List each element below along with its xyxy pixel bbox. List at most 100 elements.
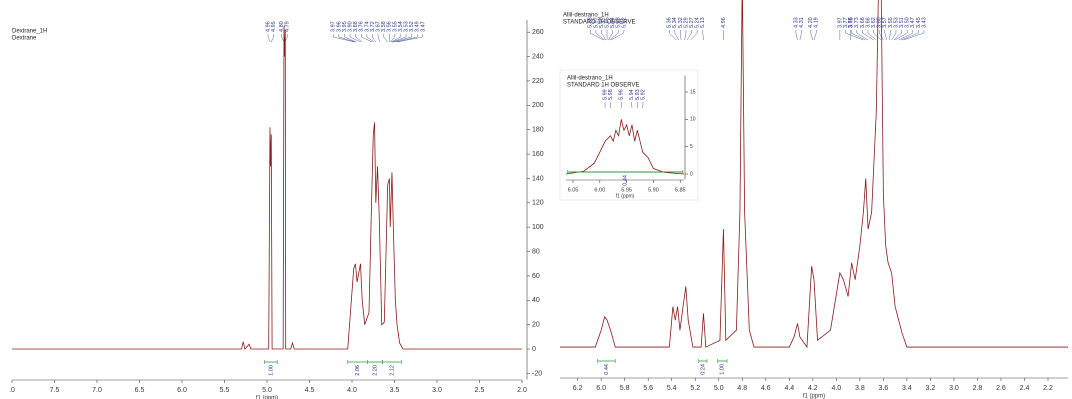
peak-label: 4.33 xyxy=(793,17,799,28)
peak-leader xyxy=(609,30,619,41)
x-tick-label: 5.4 xyxy=(667,385,677,392)
peak-leader xyxy=(284,34,288,43)
x-tick-label: 6.2 xyxy=(573,385,583,392)
peak-label: 3.43 xyxy=(921,17,927,28)
peak-label: 3.88 xyxy=(353,21,359,32)
peak-label: 5.27 xyxy=(689,17,695,28)
peak-leader xyxy=(338,34,356,43)
peak-label: 5.34 xyxy=(672,17,678,28)
peak-leader xyxy=(680,30,682,41)
peak-leader xyxy=(377,34,381,43)
peak-label: 4.96 xyxy=(265,21,271,32)
peak-leader xyxy=(271,34,274,43)
spectrum-subtitle: STANDARD 1H OBSERVE xyxy=(567,83,639,89)
x-tick-label: 2.0 xyxy=(517,387,527,394)
peak-leader xyxy=(867,30,877,41)
x-tick-label: 4.0 xyxy=(831,385,841,392)
peak-label: 3.96 xyxy=(336,21,342,32)
peak-label: 3.58 xyxy=(381,21,387,32)
peak-label: 4.95 xyxy=(271,21,277,32)
peak-label: 3.97 xyxy=(331,21,337,32)
peak-label: 3.75 xyxy=(849,17,855,28)
x-tick-label: 2.6 xyxy=(996,385,1006,392)
peak-label: 3.66 xyxy=(865,17,871,28)
peak-label: 5.97 xyxy=(593,17,599,28)
peak-leader xyxy=(355,34,363,43)
x-tick-label: 6.05 xyxy=(568,187,579,193)
x-tick-label: 3.0 xyxy=(432,387,442,394)
peak-leader xyxy=(884,30,888,41)
x-axis-label: f1 (ppm) xyxy=(803,394,825,399)
peak-label: 3.55 xyxy=(888,17,894,28)
x-tick-label: 3.0 xyxy=(949,385,959,392)
peak-leader xyxy=(690,30,698,41)
peak-label: 3.90 xyxy=(348,21,354,32)
peak-label: 3.67 xyxy=(376,21,382,32)
peak-label: 4.19 xyxy=(814,17,820,28)
peak-label: 3.62 xyxy=(871,17,877,28)
x-tick-label: .0 xyxy=(9,387,15,394)
x-tick-label: 2.8 xyxy=(973,385,983,392)
x-tick-label: 4.6 xyxy=(761,385,771,392)
y-tick-label: 180 xyxy=(532,127,544,134)
x-tick-label: 5.95 xyxy=(621,187,632,193)
x-tick-label: 5.8 xyxy=(620,385,630,392)
peak-leader xyxy=(392,34,412,43)
peak-leader xyxy=(898,30,913,41)
spectrum-title: Dextrane_1H xyxy=(12,29,47,35)
peak-leader xyxy=(344,34,357,43)
peak-leader xyxy=(397,34,424,43)
peak-leader xyxy=(372,34,376,43)
spectrum-line xyxy=(12,26,522,350)
peak-leader xyxy=(810,30,814,41)
y-tick-label: 20 xyxy=(532,322,540,329)
peak-label: 5.32 xyxy=(678,17,684,28)
peak-label: 3.53 xyxy=(404,21,410,32)
integral-label: 1.00 xyxy=(720,364,726,375)
x-tick-label: 5.2 xyxy=(690,385,700,392)
peak-leader xyxy=(590,30,604,41)
peak-label: 3.76 xyxy=(359,21,365,32)
peak-label: 3.88 xyxy=(848,17,854,28)
peak-leader xyxy=(799,30,802,41)
peak-leader xyxy=(668,30,677,41)
peak-leader xyxy=(391,34,407,43)
peak-label: 3.74 xyxy=(364,21,370,32)
peak-leader xyxy=(856,30,869,41)
peak-label: 5.98 xyxy=(608,89,614,100)
x-tick-label: 6.0 xyxy=(596,385,606,392)
peak-leader xyxy=(601,30,607,41)
x-tick-label: 3.8 xyxy=(855,385,865,392)
peak-leader xyxy=(383,34,388,43)
peak-label: 3.50 xyxy=(905,17,911,28)
spectrum-line xyxy=(566,119,684,175)
y-tick-label: 0 xyxy=(532,346,536,353)
integral-label: 0.24 xyxy=(700,364,706,375)
peak-label: 5.94 xyxy=(610,17,616,28)
peak-label: 3.77 xyxy=(843,17,849,28)
peak-label: 3.72 xyxy=(370,21,376,32)
x-tick-label: 5.6 xyxy=(643,385,653,392)
spectrum-panel: .0 7.5 7.0 6.5 6.0 5.5 5.0 4.5 4.0 3.5 3.0 2.5 2.0 f1… xyxy=(9,20,544,399)
peak-leader xyxy=(795,30,798,41)
x-tick-label: 2.2 xyxy=(1043,385,1053,392)
peak-leader xyxy=(891,30,897,41)
peak-label: 3.95 xyxy=(342,21,348,32)
peak-leader xyxy=(813,30,817,41)
y-tick-label: 0 xyxy=(690,171,693,177)
peak-leader xyxy=(895,30,908,41)
peak-label: 3.97 xyxy=(837,17,843,28)
integral-label: 2.12 xyxy=(389,365,395,376)
x-tick-label: 3.2 xyxy=(926,385,936,392)
peak-leader xyxy=(595,30,605,41)
integral-label: 2.06 xyxy=(355,365,361,376)
peak-leader xyxy=(900,30,919,41)
x-tick-label: 4.2 xyxy=(808,385,818,392)
peak-label: 3.60 xyxy=(877,17,883,28)
peak-leader xyxy=(684,30,687,41)
y-tick-label: 260 xyxy=(532,29,544,36)
spectrum-title: Allil-destrano_1H xyxy=(563,13,609,19)
x-tick-label: 6.00 xyxy=(594,187,605,193)
x-tick-label: 2.5 xyxy=(475,387,485,394)
peak-label: 5.29 xyxy=(683,17,689,28)
